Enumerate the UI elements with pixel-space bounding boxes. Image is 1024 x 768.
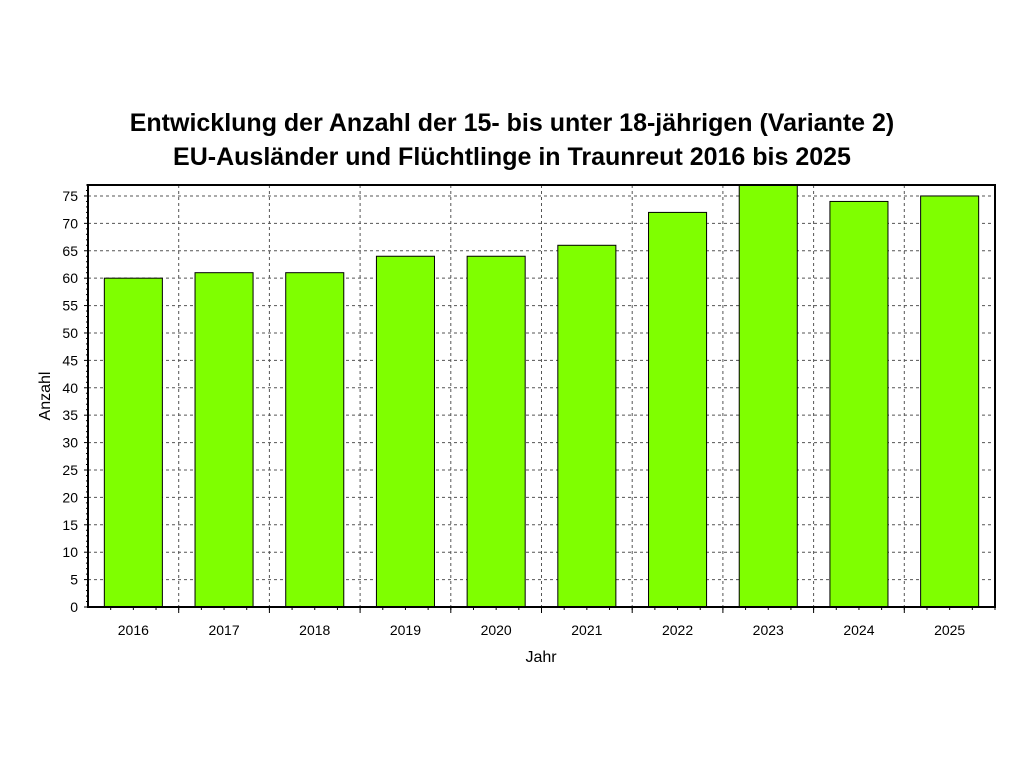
bar-2017	[194, 272, 254, 608]
y-tick-label: 50	[62, 325, 78, 341]
y-axis-label: Anzahl	[37, 372, 54, 421]
bar-2024	[829, 200, 889, 608]
y-tick-label: 65	[62, 243, 78, 259]
bar-2022	[648, 211, 708, 608]
bar-2020	[466, 255, 526, 608]
chart-title-line-2: EU-Ausländer und Flüchtlinge in Traunreu…	[173, 143, 851, 171]
y-tick-label: 30	[62, 435, 78, 451]
y-tick-label: 55	[62, 298, 78, 314]
bar-2018	[285, 272, 345, 608]
y-tick-label: 70	[62, 215, 78, 231]
chart-title: Entwicklung der Anzahl der 15- bis unter…	[0, 106, 1024, 174]
y-tick-label: 15	[62, 517, 78, 533]
x-tick-label: 2016	[118, 622, 149, 638]
y-tick-label: 20	[62, 489, 78, 505]
y-tick-label: 60	[62, 270, 78, 286]
x-tick-label: 2022	[662, 622, 693, 638]
y-tick-label: 45	[62, 352, 78, 368]
chart-title-line-1: Entwicklung der Anzahl der 15- bis unter…	[129, 109, 895, 137]
bars-layer	[103, 184, 980, 608]
y-tick-label: 0	[70, 599, 78, 615]
bar-2019	[375, 255, 435, 608]
y-tick-label: 10	[62, 544, 78, 560]
bar-2021	[557, 244, 617, 608]
y-tick-label: 75	[62, 188, 78, 204]
x-tick-label: 2024	[843, 622, 874, 638]
bar-2016	[103, 277, 163, 608]
bar-2025	[920, 195, 980, 608]
bar-2023	[738, 184, 798, 608]
x-tick-label: 2023	[753, 622, 784, 638]
x-axis-label: Jahr	[525, 649, 557, 666]
x-tick-label: 2020	[481, 622, 512, 638]
x-tick-label: 2025	[934, 622, 965, 638]
x-tick-label: 2018	[299, 622, 330, 638]
y-tick-label: 40	[62, 380, 78, 396]
x-tick-label: 2017	[208, 622, 239, 638]
x-tick-label: 2019	[390, 622, 421, 638]
y-tick-label: 5	[70, 572, 78, 588]
x-tick-label: 2021	[571, 622, 602, 638]
y-tick-label: 35	[62, 407, 78, 423]
y-tick-label: 25	[62, 462, 78, 478]
